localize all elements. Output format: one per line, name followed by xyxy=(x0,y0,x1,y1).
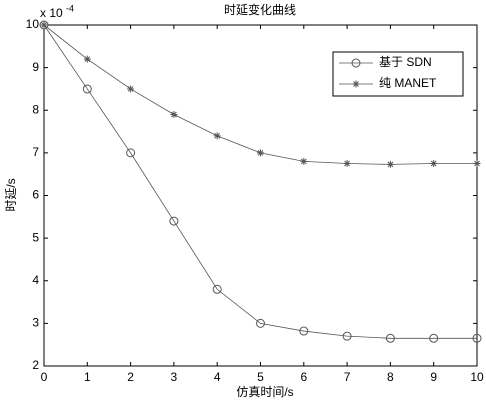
x-tick-label: 3 xyxy=(171,370,178,384)
x-tick-label: 4 xyxy=(214,370,221,384)
point xyxy=(342,331,352,341)
point xyxy=(430,160,438,168)
point xyxy=(386,160,394,168)
x-axis-label: 仿真时间/s xyxy=(236,385,293,399)
point xyxy=(40,21,48,29)
y-tick-label: 10 xyxy=(26,17,40,31)
point xyxy=(82,84,92,94)
point xyxy=(170,111,178,119)
x-tick-label: 10 xyxy=(470,370,484,384)
chart-title: 时延变化曲线 xyxy=(224,2,296,17)
y-tick-label: 8 xyxy=(32,102,39,116)
point xyxy=(126,148,136,158)
point xyxy=(127,85,135,93)
point xyxy=(472,333,482,343)
point xyxy=(429,333,439,343)
y-multiplier-exponent: -4 xyxy=(66,3,74,13)
x-tick-label: 6 xyxy=(300,370,307,384)
point xyxy=(39,20,49,30)
y-multiplier: x 10 xyxy=(40,6,63,20)
legend-marker xyxy=(352,80,360,88)
y-axis-label: 时延/s xyxy=(4,178,18,211)
y-tick-label: 9 xyxy=(32,60,39,74)
y-tick-label: 5 xyxy=(32,230,39,244)
point xyxy=(257,149,264,157)
x-tick-label: 7 xyxy=(344,370,351,384)
x-tick-label: 1 xyxy=(84,370,91,384)
y-tick-label: 2 xyxy=(32,358,39,372)
y-tick-label: 4 xyxy=(32,273,39,287)
x-tick-label: 8 xyxy=(387,370,394,384)
x-tick-label: 0 xyxy=(41,370,48,384)
point xyxy=(213,132,221,140)
point xyxy=(385,333,395,343)
y-tick-label: 3 xyxy=(32,316,39,330)
legend-marker xyxy=(351,58,361,68)
series-line xyxy=(43,24,477,339)
y-tick-label: 7 xyxy=(32,145,39,159)
point xyxy=(343,160,351,168)
point xyxy=(212,284,222,294)
x-tick-label: 5 xyxy=(257,370,264,384)
x-tick-label: 2 xyxy=(127,370,134,384)
point xyxy=(83,55,91,63)
x-tick-label: 9 xyxy=(430,370,437,384)
point xyxy=(300,157,308,165)
point xyxy=(473,160,481,168)
point xyxy=(256,318,265,328)
legend: 基于 SDN 纯 MANET xyxy=(332,51,464,97)
point xyxy=(299,326,309,336)
y-tick-label: 6 xyxy=(32,188,39,202)
point xyxy=(169,216,179,226)
legend-label: 纯 MANET xyxy=(379,76,437,90)
legend-label: 基于 SDN xyxy=(379,55,432,69)
